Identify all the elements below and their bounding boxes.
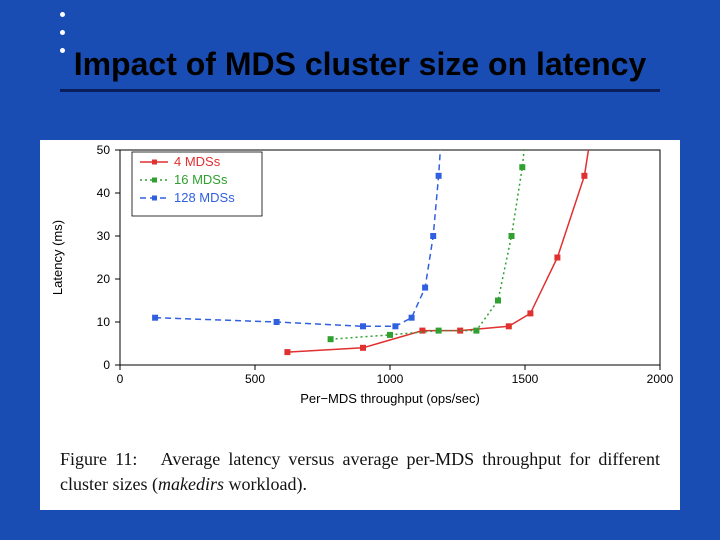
page-title: Impact of MDS cluster size on latency — [60, 46, 660, 83]
svg-text:500: 500 — [245, 372, 265, 386]
svg-text:10: 10 — [97, 315, 111, 329]
svg-text:20: 20 — [97, 272, 111, 286]
svg-text:4 MDSs: 4 MDSs — [174, 154, 221, 169]
figure-panel: 0 500 1000 1500 2000 0 10 20 30 40 50 Per−MDS throu… — [40, 140, 680, 510]
svg-text:Per−MDS throughput (ops/sec): Per−MDS throughput (ops/sec) — [300, 391, 480, 406]
svg-text:1000: 1000 — [377, 372, 404, 386]
svg-text:0: 0 — [117, 372, 124, 386]
svg-text:0: 0 — [103, 358, 110, 372]
svg-text:Latency (ms): Latency (ms) — [50, 220, 65, 295]
latency-chart: 0 500 1000 1500 2000 0 10 20 30 40 50 Per−MDS throu… — [40, 140, 680, 410]
caption-body: Average latency versus average per-MDS t… — [60, 449, 660, 493]
svg-text:30: 30 — [97, 229, 111, 243]
svg-text:40: 40 — [97, 186, 111, 200]
title-block: Impact of MDS cluster size on latency — [60, 46, 660, 92]
svg-text:2000: 2000 — [647, 372, 674, 386]
svg-text:16 MDSs: 16 MDSs — [174, 172, 228, 187]
svg-text:1500: 1500 — [512, 372, 539, 386]
svg-text:50: 50 — [97, 143, 111, 157]
caption-prefix: Figure 11: — [60, 449, 137, 469]
caption-emph: makedirs — [158, 474, 224, 494]
caption-tail: workload). — [224, 474, 307, 494]
figure-caption: Figure 11: Average latency versus averag… — [60, 447, 660, 496]
svg-text:128 MDSs: 128 MDSs — [174, 190, 235, 205]
